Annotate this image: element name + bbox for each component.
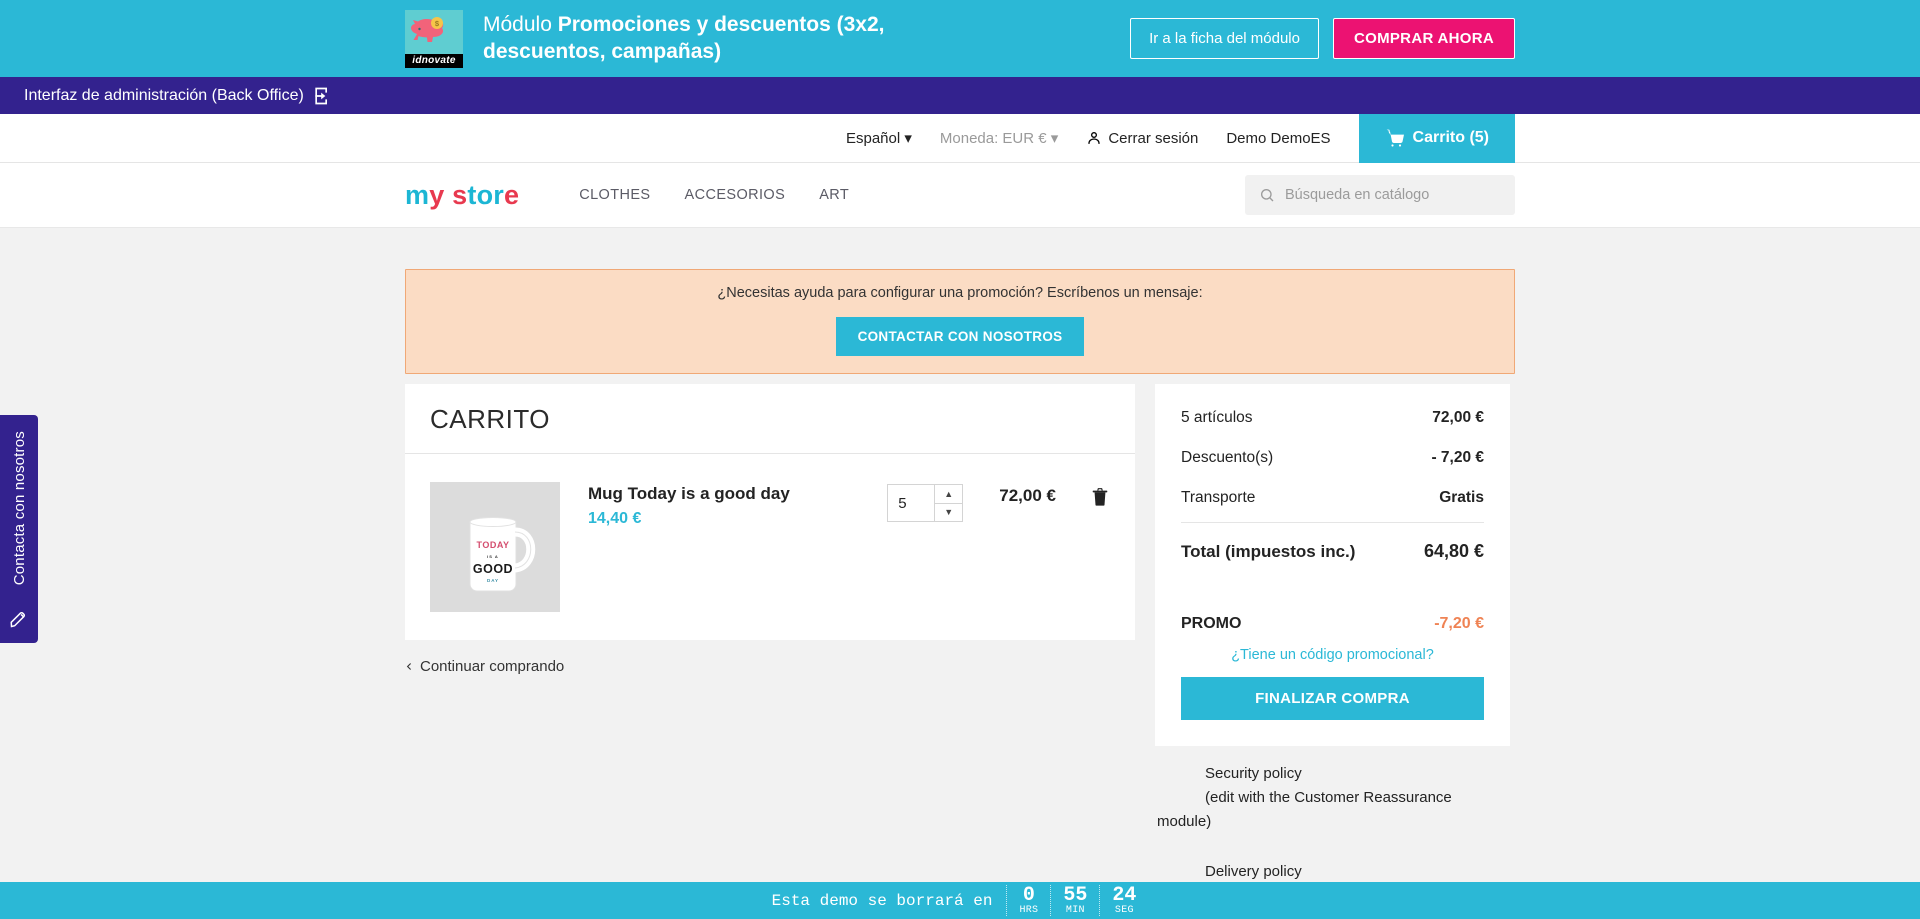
svg-text:GOOD: GOOD: [473, 562, 513, 576]
svg-text:DAY: DAY: [487, 578, 499, 583]
svg-text:IS A: IS A: [487, 554, 499, 559]
svg-text:TODAY: TODAY: [476, 540, 509, 550]
